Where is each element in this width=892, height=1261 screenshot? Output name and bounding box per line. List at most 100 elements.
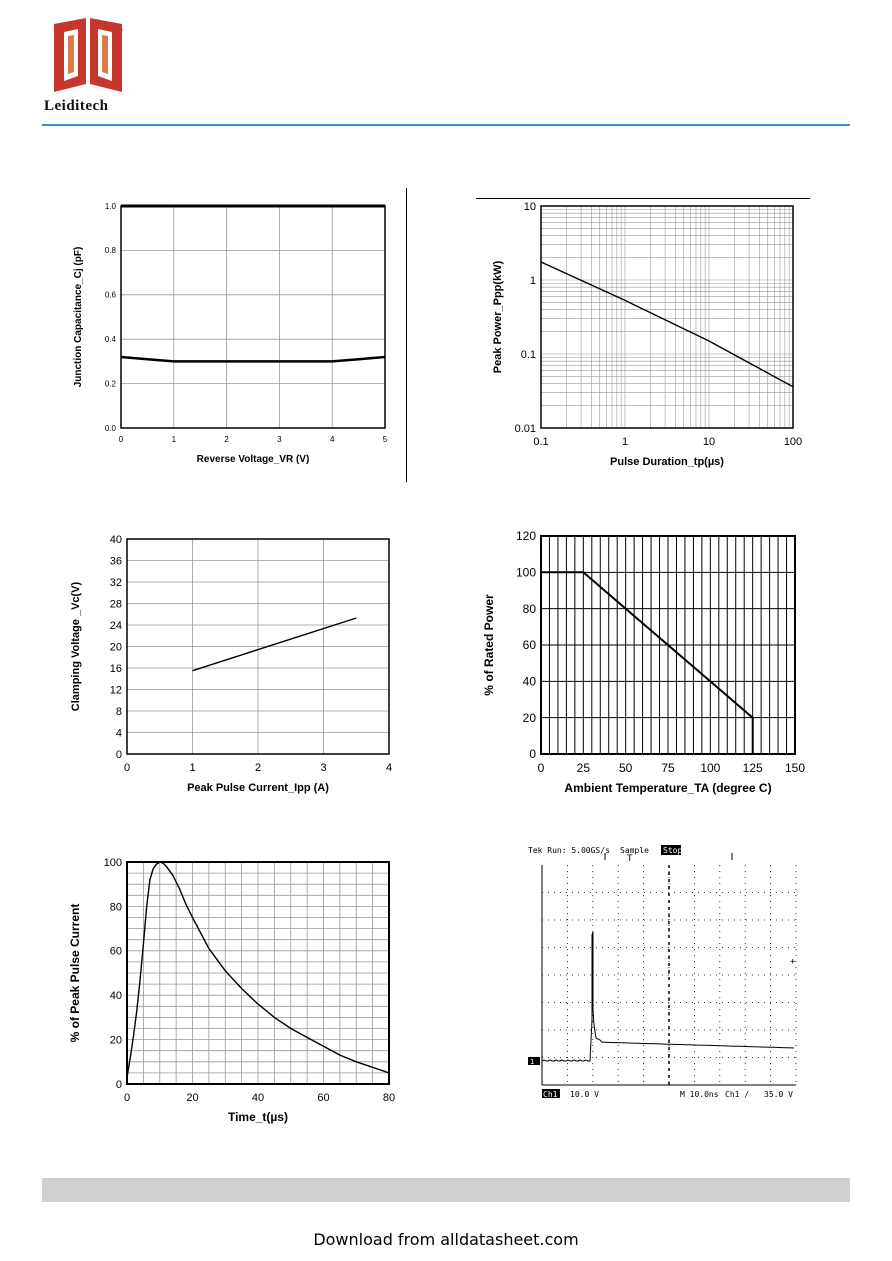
scope-channel-marker-box: [528, 1057, 540, 1065]
cap-grid: [121, 206, 385, 428]
derate-ytick-label: 100: [516, 566, 536, 580]
footer-text: Download from alldatasheet.com: [313, 1230, 579, 1249]
pulse-ytick-label: 100: [104, 857, 122, 869]
clamp-ytick-label: 20: [110, 641, 122, 653]
chart-top-rule: [476, 198, 810, 199]
ppp-y-axis-label: Peak Power_Ppp(kW): [492, 260, 504, 373]
clamp-grid: [127, 539, 389, 754]
derate-grid: [541, 536, 795, 754]
scope-header: Tek Run: 5.00GS/s: [528, 846, 610, 855]
clamp-frame: [126, 538, 390, 755]
scope-ch-label: Ch1: [543, 1090, 558, 1099]
ppp-ytick-label: 10: [524, 201, 536, 213]
column-separator: [406, 188, 407, 482]
clamp-xtick-label: 4: [386, 762, 392, 774]
clamp-xtick-label: 1: [189, 762, 195, 774]
cap-xtick-label: 3: [277, 435, 282, 444]
cap-y-axis-label: Junction Capacitance_Cj (pF): [73, 247, 84, 388]
pulse-ytick-label: 20: [110, 1034, 122, 1046]
scope-ch-label-box: [542, 1089, 560, 1098]
clamp-x-axis-label: Peak Pulse Current_Ipp (A): [187, 782, 329, 794]
ppp-ytick-label: 0.01: [515, 423, 536, 435]
scope-trigger-info: Ch1 ∕: [725, 1090, 749, 1099]
scope-trigger-mark: T: [627, 854, 633, 864]
ppp-frame: [540, 205, 794, 429]
derate-xtick-label: 125: [743, 761, 763, 775]
oscilloscope-capture: Tek Run: 5.00GS/s Sample Stop T 1 + Ch1 …: [528, 845, 797, 1099]
clamp-xtick-label: 0: [124, 762, 130, 774]
ppp-xtick-label: 1: [622, 436, 628, 448]
pulse-xtick-label: 0: [124, 1092, 130, 1104]
derate-series-line: [541, 571, 754, 754]
pulse-x-axis-label: Time_t(µs): [228, 1110, 288, 1124]
footer-bar: [42, 1178, 850, 1202]
derate-x-axis-label: Ambient Temperature_TA (degree C): [564, 781, 771, 795]
pulse-frame: [126, 861, 390, 1085]
ppp-ytick-label: 1: [530, 275, 536, 287]
ppp-xtick-label: 10: [703, 436, 715, 448]
cap-xtick-label: 1: [172, 435, 177, 444]
ppp-grid: [540, 206, 793, 429]
pulse-xtick-label: 20: [186, 1092, 198, 1104]
clamp-ytick-label: 0: [116, 749, 122, 761]
derate-ytick-label: 120: [516, 529, 536, 543]
scope-stop-box: [661, 845, 681, 855]
cap-ytick-label: 0.2: [105, 379, 117, 388]
pulse-chart: 0 20 40 60 80 0 20 40 60 80 100 Time_t(µs) % of Peak…: [68, 857, 395, 1124]
registered-mark: ®: [116, 25, 123, 35]
scope-graticule: [541, 865, 797, 1086]
ppp-series-line: [540, 261, 794, 388]
clamp-series-line: [192, 617, 357, 672]
cap-ytick-label: 0.6: [105, 291, 117, 300]
cap-ytick-label: 0.8: [105, 246, 117, 255]
pulse-series-line: [126, 861, 390, 1078]
pulse-ytick-label: 80: [110, 901, 122, 913]
derate-xtick-label: 100: [700, 761, 720, 775]
scope-stop: Stop: [663, 846, 682, 855]
derate-xtick-label: 150: [785, 761, 805, 775]
cap-xtick-label: 2: [224, 435, 229, 444]
derate-frame: [540, 535, 796, 755]
derate-y-axis-label: % of Rated Power: [482, 594, 496, 696]
pulse-ytick-label: 60: [110, 946, 122, 958]
derate-xtick-label: 25: [577, 761, 591, 775]
pulse-xtick-label: 60: [317, 1092, 329, 1104]
scope-trigger-level: 35.0 V: [764, 1090, 793, 1099]
pulse-xtick-label: 80: [383, 1092, 395, 1104]
cap-ytick-label: 0.0: [105, 424, 117, 433]
cap-xtick-label: 4: [330, 435, 335, 444]
cap-frame: [120, 205, 386, 429]
scope-timebase: M 10.0ns: [680, 1090, 719, 1099]
clamp-ytick-label: 12: [110, 684, 122, 696]
scope-trace: [541, 931, 795, 1062]
pulse-ytick-label: 0: [116, 1079, 122, 1091]
header-rule: [42, 124, 850, 126]
derate-ytick-label: 40: [523, 675, 537, 689]
clamp-y-axis-label: Clamping Voltage _Vc(V): [70, 581, 82, 711]
scope-mode: Sample: [620, 846, 649, 855]
derate-xtick-label: 50: [619, 761, 633, 775]
ppp-xtick-label: 0.1: [533, 436, 548, 448]
clamp-ytick-label: 40: [110, 534, 122, 546]
cap-xtick-label: 5: [383, 435, 388, 444]
derate-chart: 0 25 50 75 100 125 150 0 20 40 60 80 100 120 Ambient T…: [482, 529, 805, 795]
ppp-x-axis-label: Pulse Duration_tp(µs): [610, 456, 724, 468]
leiditech-logo: [54, 18, 122, 92]
clamp-ytick-label: 28: [110, 598, 122, 610]
clamp-ytick-label: 8: [116, 706, 122, 718]
clamp-ytick-label: 32: [110, 577, 122, 589]
clamp-ytick-label: 36: [110, 555, 122, 567]
pulse-y-axis-label: % of Peak Pulse Current: [68, 904, 82, 1043]
scope-ch-scale: 10.0 V: [570, 1090, 599, 1099]
derate-ytick-label: 80: [523, 602, 537, 616]
cap-ytick-label: 0.4: [105, 335, 117, 344]
cap-series-line: [120, 355, 386, 363]
ppp-ytick-label: 0.1: [521, 349, 536, 361]
clamp-xtick-label: 2: [255, 762, 261, 774]
brand-name: Leiditech: [44, 98, 109, 114]
derate-xtick-label: 75: [661, 761, 675, 775]
clamp-ytick-label: 24: [110, 620, 122, 632]
derate-ytick-label: 0: [529, 747, 536, 761]
